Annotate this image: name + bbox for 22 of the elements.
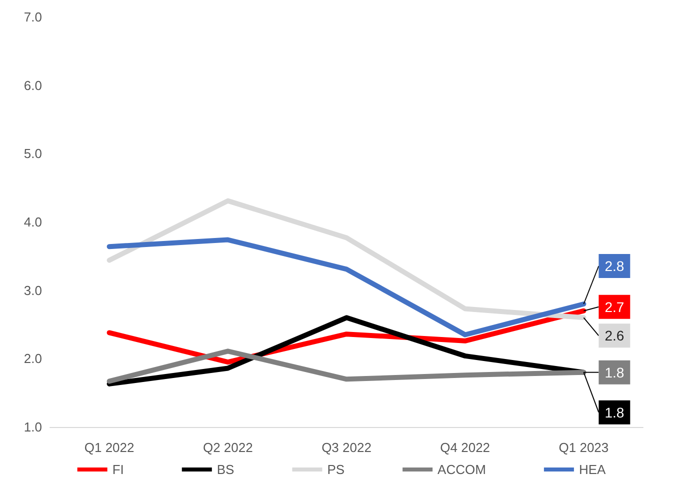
- data-label: 2.7: [604, 298, 624, 315]
- legend-label: ACCOM: [438, 462, 486, 477]
- legend-label: FI: [112, 462, 124, 477]
- x-tick-label: Q2 2022: [202, 440, 253, 455]
- x-tick-label: Q1 2023: [558, 440, 609, 455]
- y-tick-label: 4.0: [24, 214, 42, 230]
- data-label: 1.8: [604, 404, 624, 420]
- legend-label: HEA: [578, 462, 606, 477]
- legend-label: PS: [327, 462, 345, 477]
- data-label: 2.6: [604, 328, 624, 344]
- data-label: 2.8: [604, 258, 624, 274]
- y-tick-label: 6.0: [24, 78, 42, 93]
- y-tick-label: 7.0: [24, 10, 42, 24]
- y-tick-label: 2.0: [24, 351, 42, 366]
- x-tick-label: Q1 2022: [84, 440, 134, 455]
- legend-label: BS: [216, 462, 235, 477]
- data-label: 1.8: [604, 364, 624, 380]
- y-tick-label: 3.0: [24, 282, 42, 298]
- x-tick-label: Q4 2022: [440, 440, 490, 455]
- y-tick-label: 1.0: [24, 420, 42, 434]
- y-tick-label: 5.0: [24, 146, 42, 162]
- x-tick-label: Q3 2022: [322, 440, 372, 455]
